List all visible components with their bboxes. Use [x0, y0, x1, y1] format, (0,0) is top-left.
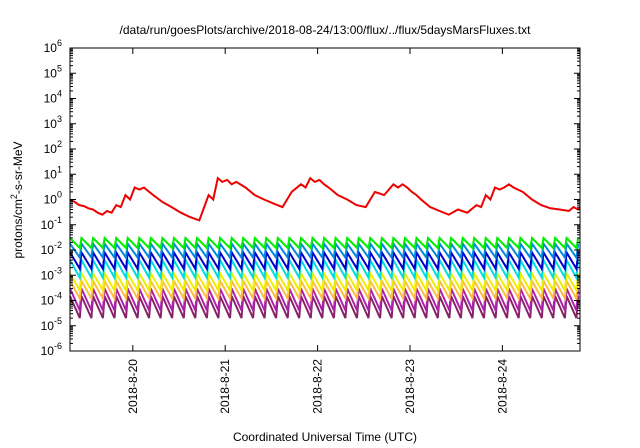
x-tick-label: 2018-8-24 — [495, 359, 509, 414]
y-tick-base: 10 — [44, 142, 58, 156]
y-tick-exponent: -1 — [54, 215, 62, 225]
x-tick-label: 2018-8-22 — [311, 359, 325, 414]
y-tick-base: 10 — [41, 218, 55, 232]
y-tick-base: 10 — [41, 344, 55, 358]
y-tick-base: 10 — [41, 294, 55, 308]
y-tick-label: 105 — [44, 63, 62, 80]
x-axis: 2018-8-20 2018-8-21 2018-8-22 2018-8-23 2018… — [126, 48, 509, 414]
y-tick-label: 102 — [44, 139, 62, 156]
x-tick-label: 2018-8-21 — [218, 359, 232, 414]
y-tick-label: 10-4 — [41, 291, 62, 308]
y-tick-exponent: -6 — [54, 341, 62, 351]
y-tick-base: 10 — [41, 243, 55, 257]
y-tick-exponent: -4 — [54, 291, 62, 301]
y-tick-label: 10-1 — [41, 215, 62, 232]
y-tick-exponent: -3 — [54, 265, 62, 275]
y-tick-base: 10 — [44, 167, 58, 181]
x-tick-label: 2018-8-23 — [403, 359, 417, 414]
y-tick-exponent: 4 — [57, 89, 62, 99]
y-tick-exponent: -5 — [54, 316, 62, 326]
y-tick-exponent: 5 — [57, 63, 62, 73]
series-layer — [69, 176, 581, 319]
y-tick-base: 10 — [44, 117, 58, 131]
x-axis-label: Coordinated Universal Time (UTC) — [233, 430, 417, 444]
y-tick-label: 10-5 — [41, 316, 62, 333]
y-axis-label-main: protons/cm — [11, 199, 25, 258]
series-line — [69, 235, 580, 251]
y-tick-label: 100 — [44, 190, 62, 207]
series-line — [69, 270, 580, 294]
y-axis: 10-610-510-410-310-210-11001011021031041… — [41, 38, 580, 358]
y-tick-exponent: 2 — [57, 139, 62, 149]
chart-title: /data/run/goesPlots/archive/2018-08-24/1… — [120, 23, 532, 37]
y-tick-exponent: 3 — [57, 114, 62, 124]
y-tick-label: 10-3 — [41, 265, 62, 282]
y-tick-base: 10 — [44, 92, 58, 106]
y-tick-label: 104 — [44, 89, 62, 106]
y-tick-base: 10 — [44, 193, 58, 207]
y-tick-exponent: -2 — [54, 240, 62, 250]
y-tick-base: 10 — [41, 268, 55, 282]
y-tick-base: 10 — [44, 41, 58, 55]
y-axis-label: protons/cm2-s-sr-MeV — [9, 141, 25, 258]
y-tick-label: 101 — [44, 164, 62, 181]
y-axis-label-unit: -s-sr-MeV — [11, 141, 25, 194]
y-tick-label: 10-6 — [41, 341, 62, 358]
y-tick-exponent: 1 — [57, 164, 62, 174]
y-tick-label: 103 — [44, 114, 62, 131]
y-tick-exponent: 6 — [57, 38, 62, 48]
x-tick-label: 2018-8-20 — [126, 359, 140, 414]
y-axis-label-superscript: 2 — [9, 194, 19, 199]
series-line — [69, 249, 580, 272]
y-tick-base: 10 — [41, 319, 55, 333]
y-tick-base: 10 — [44, 66, 58, 80]
y-tick-exponent: 0 — [57, 190, 62, 200]
y-tick-label: 106 — [44, 38, 62, 55]
y-tick-label: 10-2 — [41, 240, 62, 257]
series-line — [69, 176, 581, 222]
